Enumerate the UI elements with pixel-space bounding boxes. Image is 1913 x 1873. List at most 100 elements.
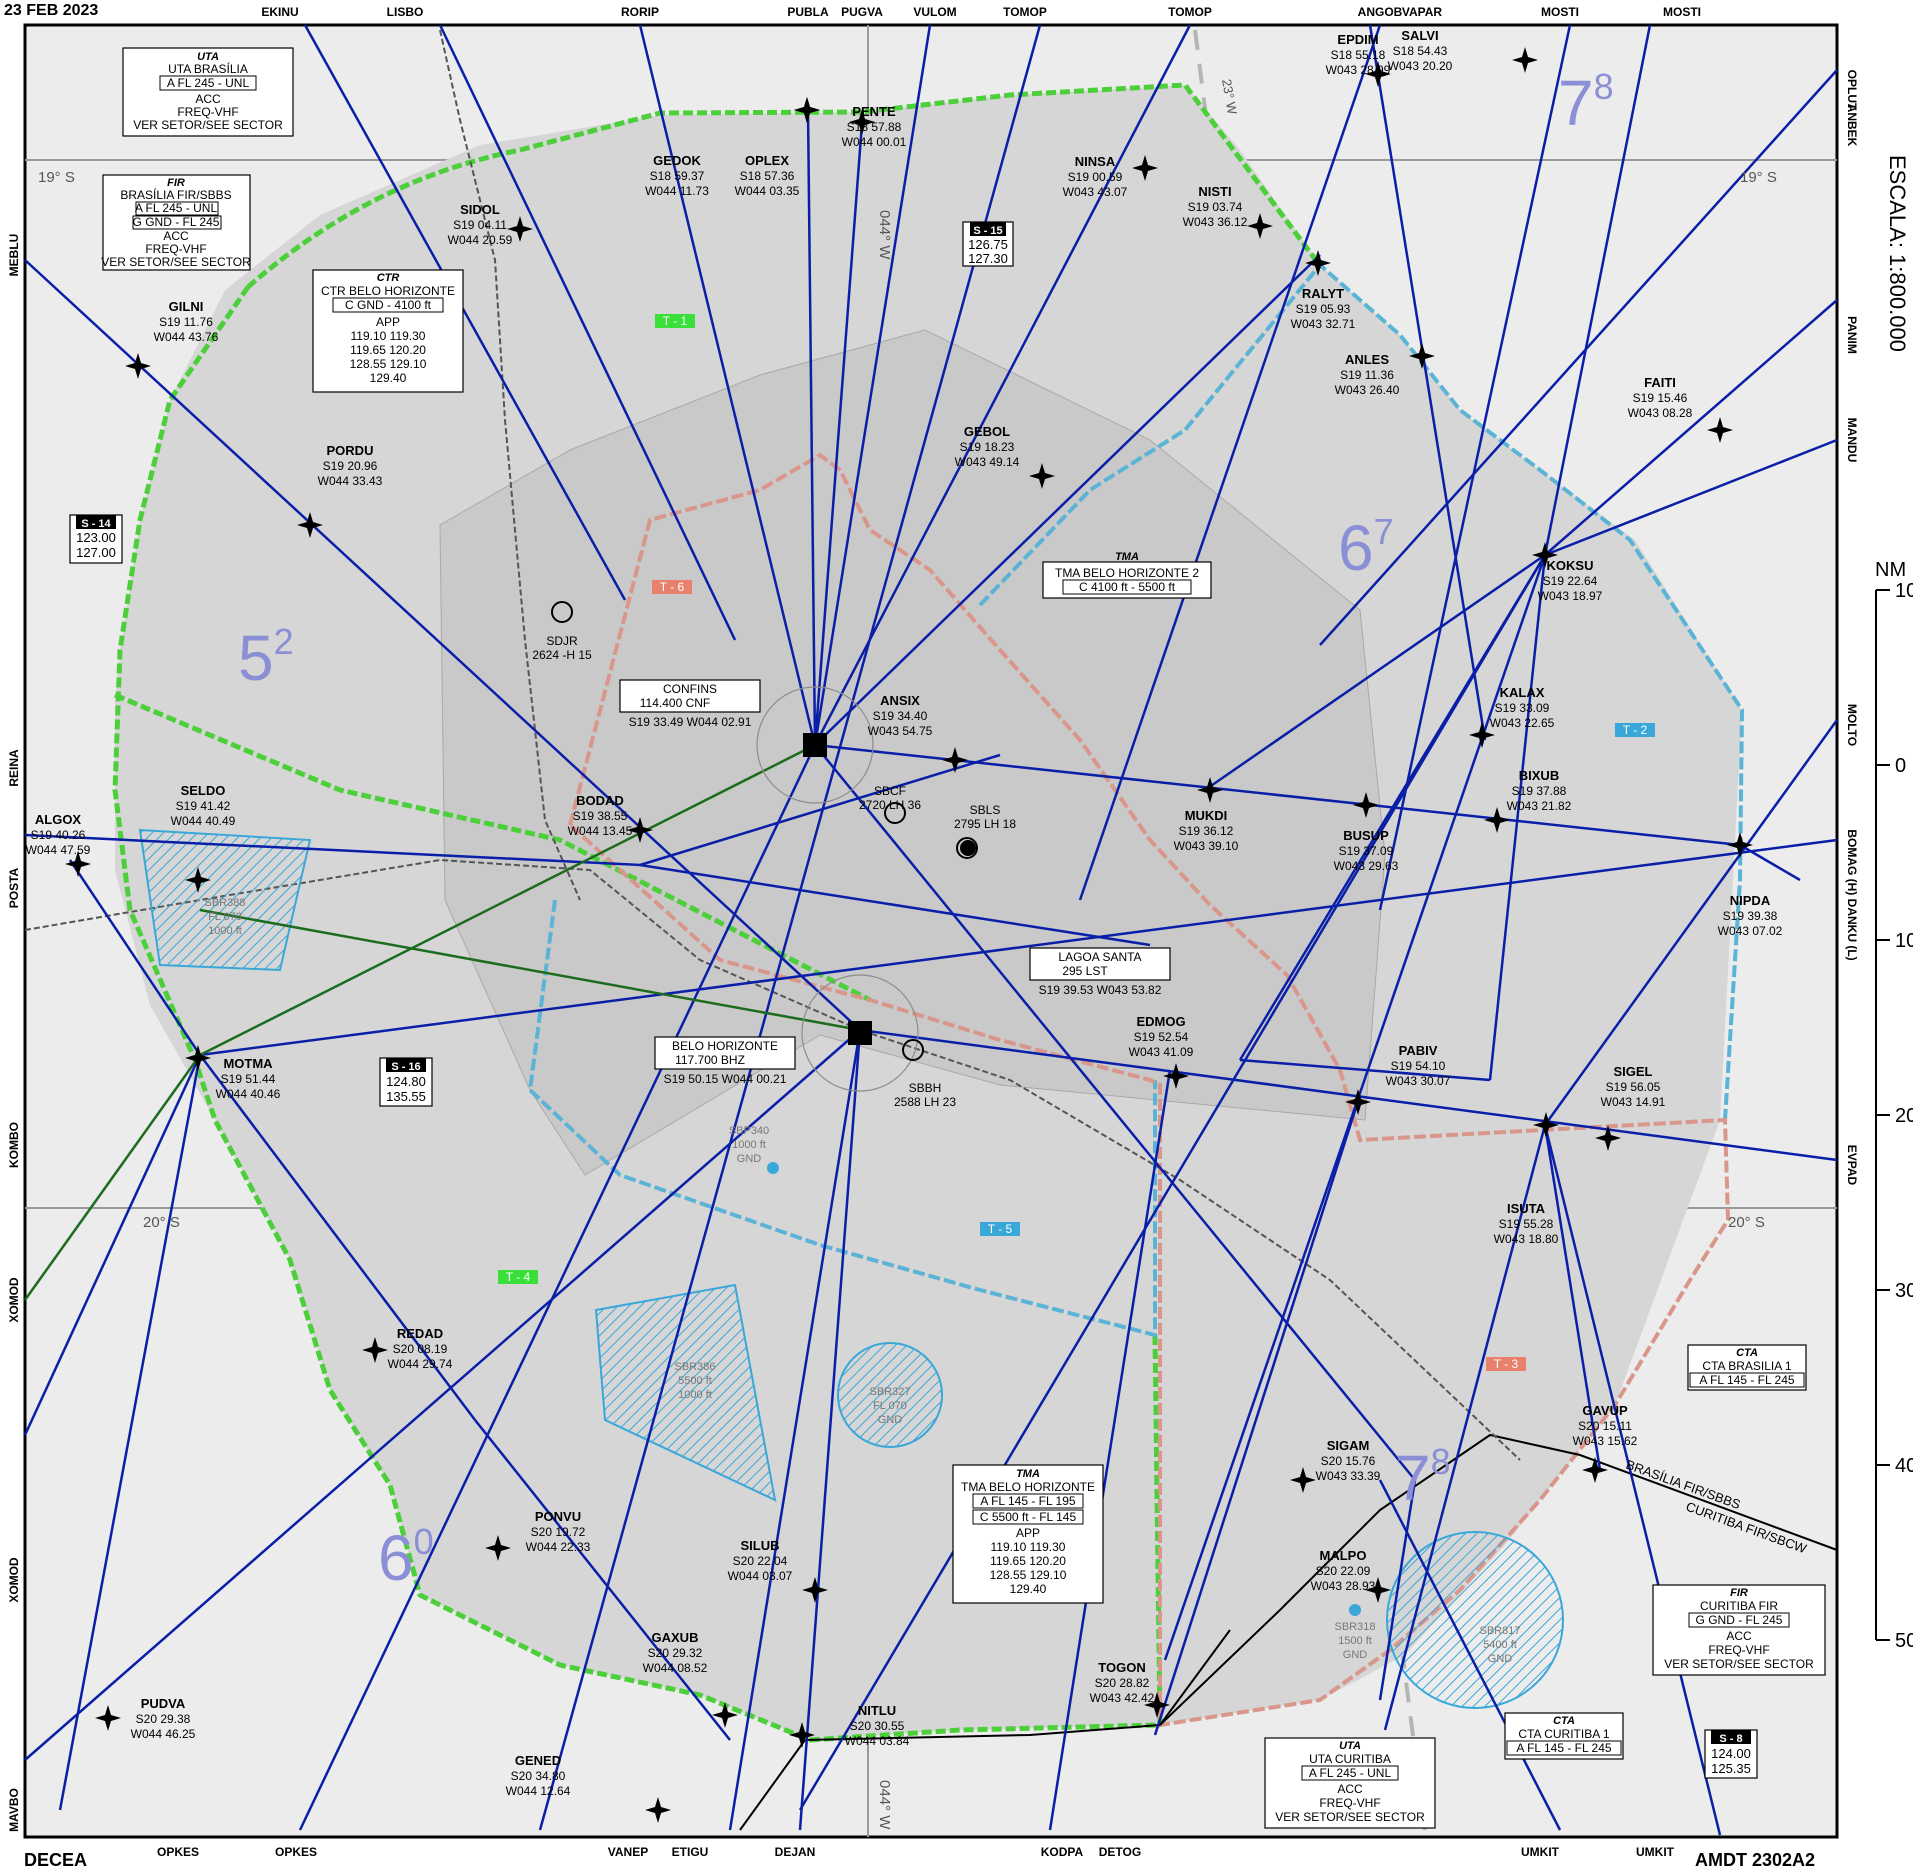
waypoint-lon: W043 42.42 <box>1090 1691 1155 1705</box>
waypoint-lat: S19 34.40 <box>873 709 928 723</box>
waypoint-name: GENED <box>515 1753 561 1768</box>
waypoint-lon: W043 54.75 <box>868 724 933 738</box>
amendment: AMDT 2302A2 <box>1695 1850 1815 1870</box>
svg-text:CTR BELO HORIZONTE: CTR BELO HORIZONTE <box>321 284 455 298</box>
waypoint-lon: W043 21.82 <box>1507 799 1572 813</box>
waypoint-lat: S20 29.38 <box>136 1712 191 1726</box>
waypoint-lon: W044 46.25 <box>131 1727 196 1741</box>
aerodrome-info: 2720 LH 36 <box>859 798 921 812</box>
uta-brasilia-box: UTA UTA BRASÍLIA A FL 245 - UNL ACC FREQ… <box>122 47 294 137</box>
waypoint-symbol-icon <box>185 867 211 893</box>
sbr817-id: SBR817 <box>1480 1625 1521 1637</box>
waypoint-lon: W044 08.52 <box>643 1661 708 1675</box>
waypoint-lon: W043 43.07 <box>1063 185 1128 199</box>
sbr817-alt: 5400 ft <box>1483 1639 1517 1651</box>
sbr318-lower: GND <box>1343 1649 1368 1661</box>
chart-date: 23 FEB 2023 <box>4 2 98 19</box>
waypoint-name: SALVI <box>1401 28 1438 43</box>
waypoint-name: EDMOG <box>1136 1014 1185 1029</box>
waypoint-symbol-icon <box>942 747 968 773</box>
sbr817-lower: GND <box>1488 1653 1513 1665</box>
navaid-freq: 117.700 BHZ <box>675 1053 745 1067</box>
fir-boundary <box>739 1433 1838 1831</box>
svg-text:FREQ-VHF: FREQ-VHF <box>145 242 206 256</box>
svg-text:VER SETOR/SEE SECTOR: VER SETOR/SEE SECTOR <box>101 255 251 269</box>
svg-text:BRASÍLIA FIR/SBBS: BRASÍLIA FIR/SBBS <box>120 187 231 202</box>
waypoint-lon: W043 18.80 <box>1494 1232 1559 1246</box>
waypoint-symbol-icon <box>849 109 875 135</box>
ndb-icon <box>960 840 976 856</box>
lower-airways <box>23 743 861 1301</box>
tma2-box: TMA TMA BELO HORIZONTE 2 C 4100 ft - 550… <box>1042 551 1212 599</box>
svg-text:A FL 145 - FL 195: A FL 145 - FL 195 <box>980 1494 1075 1508</box>
waypoint-lon: W044 03.84 <box>845 1734 910 1748</box>
edge-fix-top: MOSTI <box>1541 5 1579 19</box>
freq-box-s15: S - 15 126.75 127.30 <box>962 221 1014 267</box>
svg-text:127.00: 127.00 <box>76 545 116 560</box>
waypoint-symbol-icon <box>1582 1457 1608 1483</box>
svg-text:UTA BRASÍLIA: UTA BRASÍLIA <box>168 61 248 76</box>
svg-text:044° W: 044° W <box>876 1780 893 1830</box>
sbp340-lower: GND <box>737 1153 762 1165</box>
svg-text:128.55 129.10: 128.55 129.10 <box>350 357 427 371</box>
vor-dme-icon <box>803 733 827 757</box>
waypoint-name: SIDOL <box>460 202 500 217</box>
sbr327-id: SBR327 <box>870 1386 911 1398</box>
svg-text:UTA: UTA <box>197 51 219 63</box>
restricted-area-sbr817 <box>1386 1531 1564 1709</box>
waypoint-lat: S19 40.26 <box>31 828 86 842</box>
waypoint-name: PENTE <box>852 104 896 119</box>
waypoint-lon: W044 43.76 <box>154 330 219 344</box>
svg-text:CTA: CTA <box>1553 1715 1575 1727</box>
waypoint-name: SILUB <box>741 1538 780 1553</box>
edge-fix-top: PUBLA <box>787 5 829 19</box>
edge-fix-right: BOMAG (H) DANKU (L) <box>1845 829 1859 960</box>
restricted-area-sbr318 <box>1349 1604 1361 1616</box>
waypoint-lat: S18 55.18 <box>1331 48 1386 62</box>
tag-t5: T - 5 <box>988 1222 1013 1236</box>
sector-number-78-south: 78 <box>1395 1441 1451 1514</box>
waypoint-symbol-icon <box>1409 343 1435 369</box>
waypoint-lon: W043 28.93 <box>1311 1579 1376 1593</box>
scale-tick-label: 30 <box>1895 1280 1913 1302</box>
svg-text:TMA BELO HORIZONTE 2: TMA BELO HORIZONTE 2 <box>1055 566 1199 580</box>
svg-text:G GND - FL 245: G GND - FL 245 <box>133 215 220 229</box>
edge-fix-bottom: UMKIT <box>1521 1845 1560 1859</box>
svg-text:ACC: ACC <box>1726 1629 1752 1643</box>
waypoint-symbol-icon <box>485 1535 511 1561</box>
waypoint-lon: W043 30.07 <box>1386 1074 1451 1088</box>
waypoint-lat: S19 51.44 <box>221 1072 276 1086</box>
svg-text:S - 14: S - 14 <box>81 518 111 530</box>
svg-text:CTA BRASILIA 1: CTA BRASILIA 1 <box>1702 1359 1791 1373</box>
svg-text:044° W: 044° W <box>876 210 893 260</box>
waypoint-lon: W043 33.39 <box>1316 1469 1381 1483</box>
waypoint-symbol-icon <box>1469 722 1495 748</box>
waypoint-symbol-icon <box>1707 417 1733 443</box>
waypoint-symbol-icon <box>1345 1089 1371 1115</box>
svg-text:125.35: 125.35 <box>1711 1761 1751 1776</box>
edge-fix-right: MOLTO <box>1845 704 1859 746</box>
svg-text:A FL 145 - FL 245: A FL 145 - FL 245 <box>1516 1741 1611 1755</box>
waypoint-name: GEDOK <box>653 153 701 168</box>
svg-text:CTR: CTR <box>377 272 400 284</box>
waypoint-name: GEBOL <box>964 424 1010 439</box>
